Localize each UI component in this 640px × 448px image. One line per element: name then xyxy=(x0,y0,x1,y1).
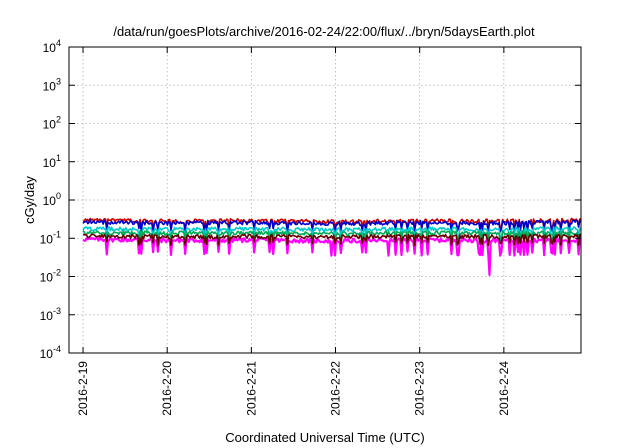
y-tick-label: 102 xyxy=(43,115,61,132)
axis-ticks: 10-4 10-3 10-2 10-1 100 101 102 103 104 2016-2-19… xyxy=(40,38,581,416)
x-tick-label: 2016-2-24 xyxy=(497,361,511,416)
grid-lines xyxy=(69,47,581,353)
y-tick-label: 10-2 xyxy=(40,268,61,285)
x-tick-label: 2016-2-22 xyxy=(329,361,343,416)
y-tick-label: 101 xyxy=(43,153,61,170)
y-tick-label: 103 xyxy=(43,76,61,93)
series-line xyxy=(82,233,582,247)
series-line xyxy=(82,230,582,244)
y-tick-label: 104 xyxy=(43,38,61,55)
y-tick-label: 100 xyxy=(43,191,61,208)
y-axis-label: cGy/day xyxy=(22,176,37,224)
y-tick-label: 10-3 xyxy=(40,306,61,323)
data-series xyxy=(82,217,582,276)
series-line xyxy=(82,236,582,276)
x-tick-label: 2016-2-20 xyxy=(160,361,174,416)
series-line xyxy=(82,226,582,240)
y-tick-label: 10-4 xyxy=(40,344,61,361)
x-tick-label: 2016-2-19 xyxy=(76,361,90,416)
chart-title: /data/run/goesPlots/archive/2016-02-24/2… xyxy=(113,24,535,39)
x-tick-label: 2016-2-23 xyxy=(413,361,427,416)
x-tick-label: 2016-2-21 xyxy=(244,361,258,416)
series-line xyxy=(82,219,582,234)
y-tick-label: 10-1 xyxy=(40,229,61,246)
x-axis-label: Coordinated Universal Time (UTC) xyxy=(225,430,424,445)
